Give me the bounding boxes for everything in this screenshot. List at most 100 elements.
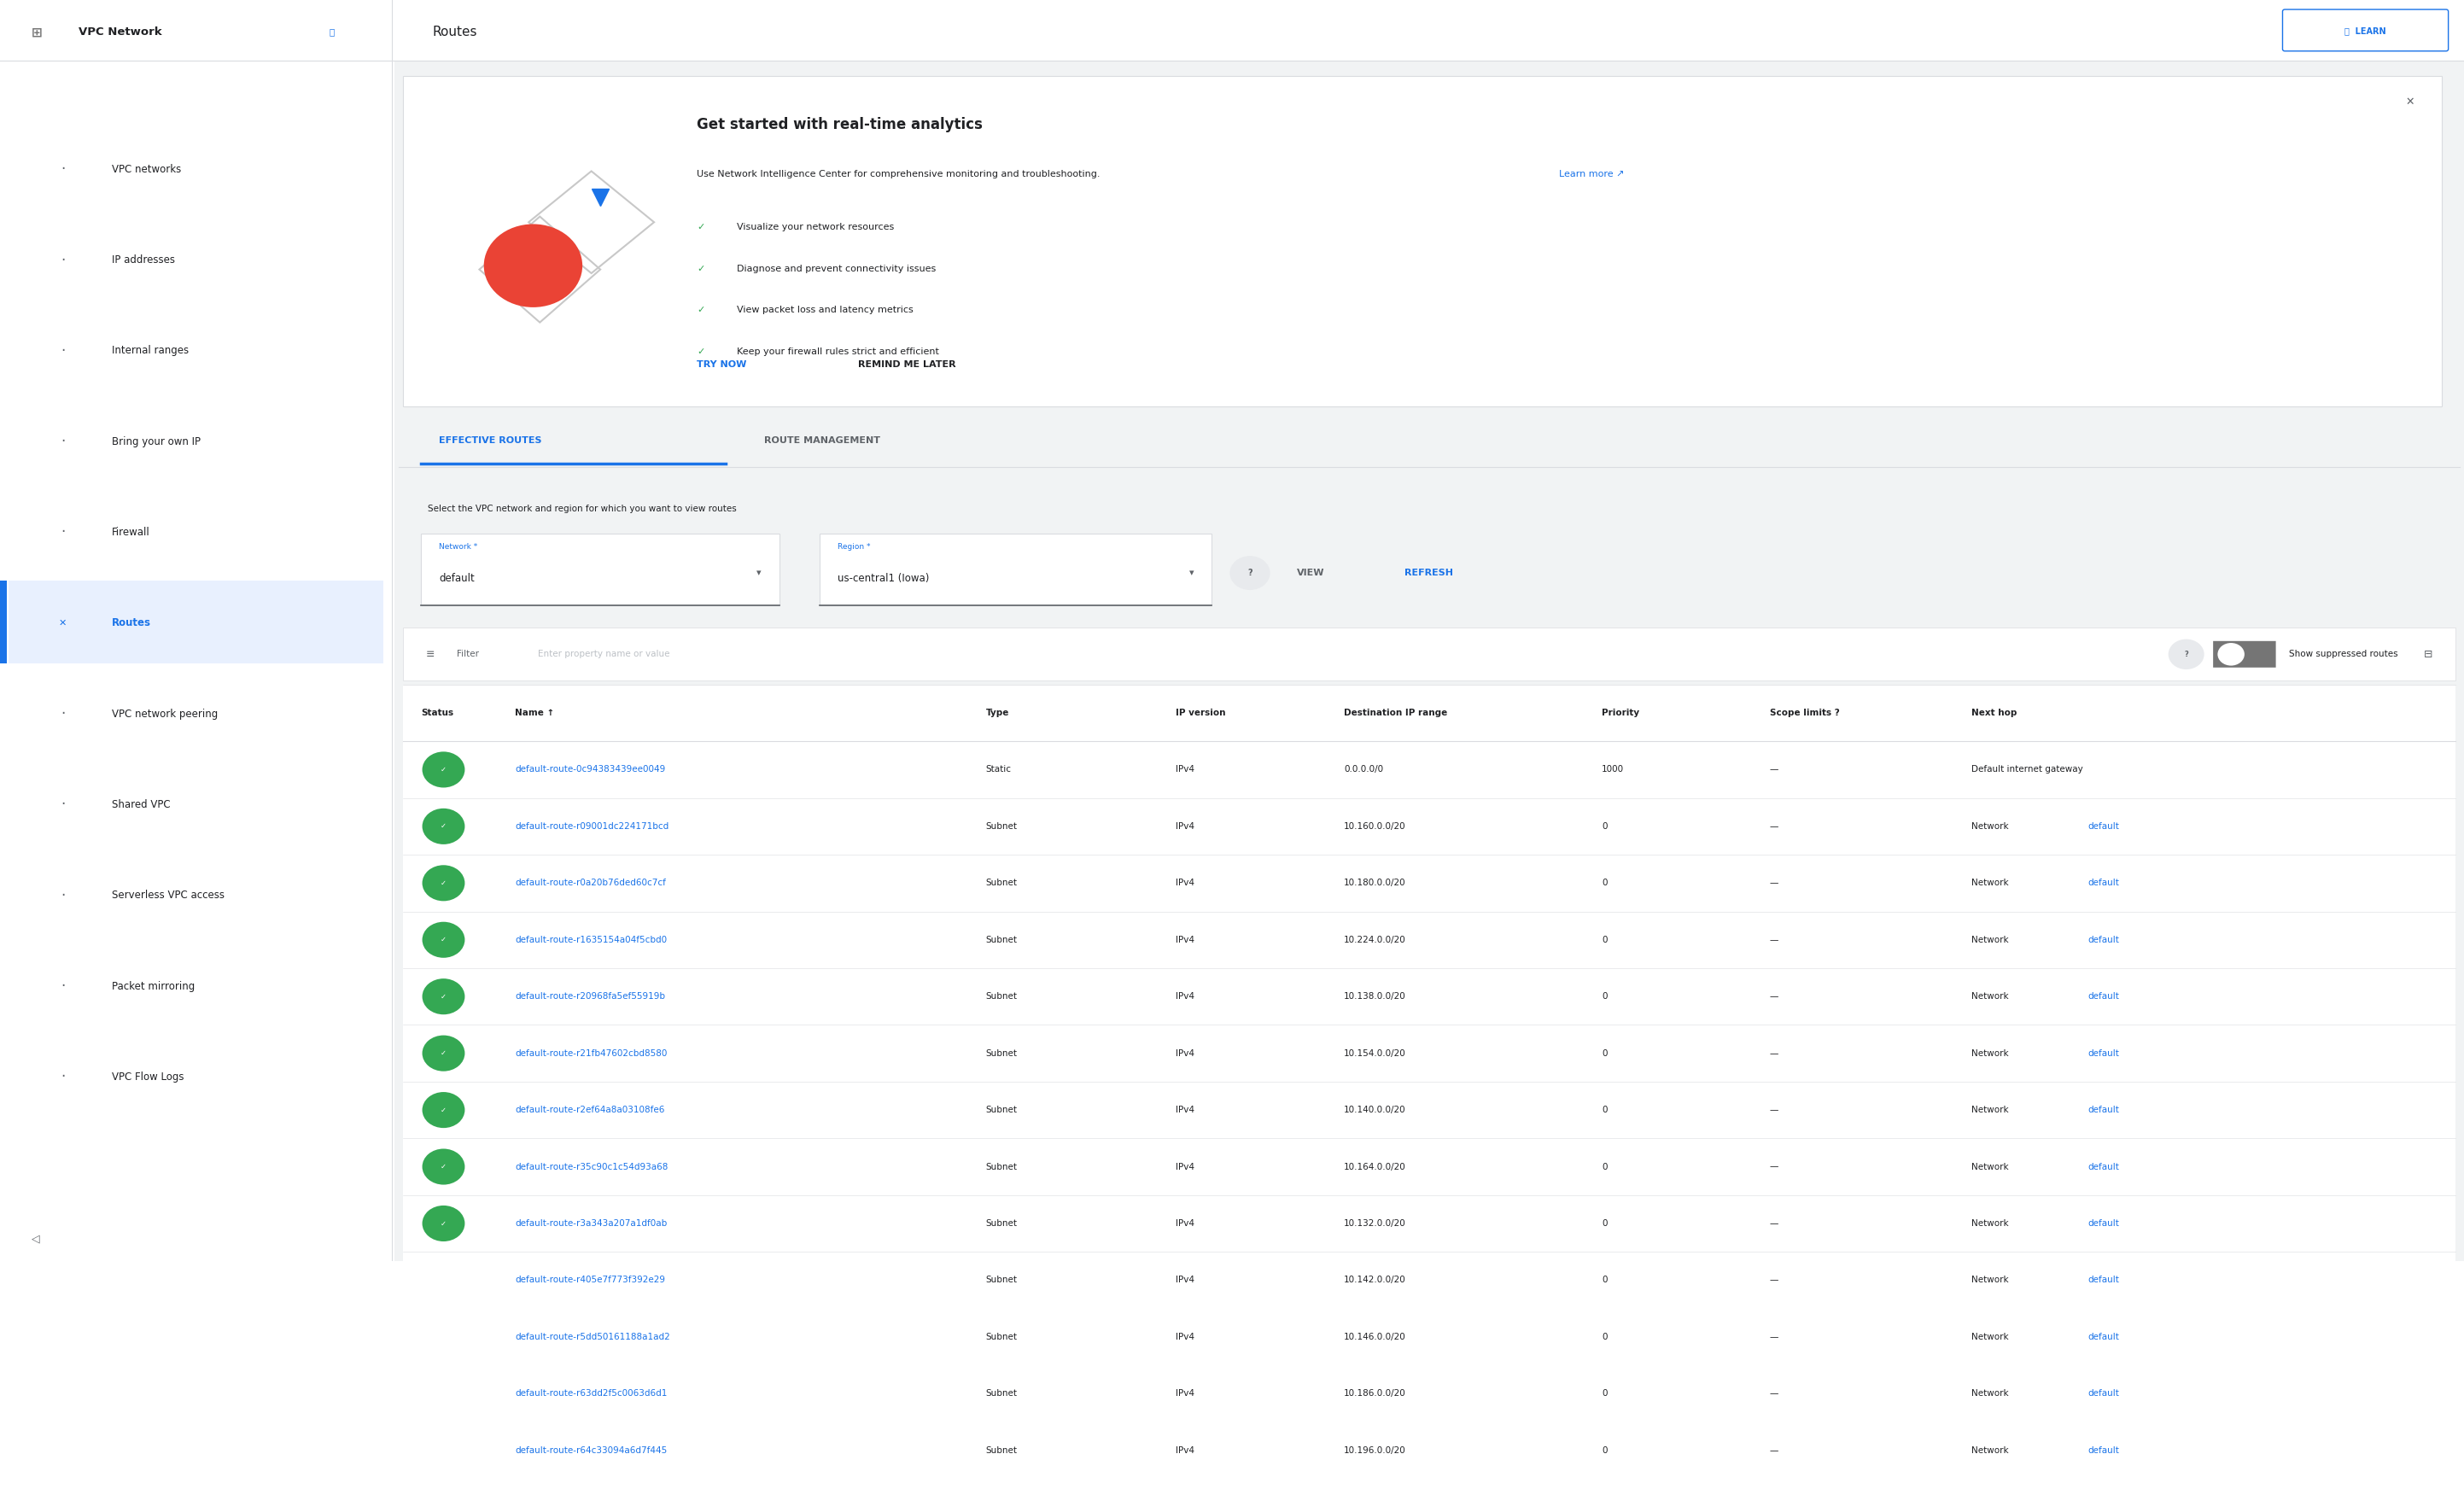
Text: Get started with real-time analytics: Get started with real-time analytics (697, 118, 983, 133)
Circle shape (421, 1263, 466, 1298)
Circle shape (421, 1376, 466, 1412)
Text: 1000: 1000 (1602, 765, 1624, 774)
Text: —: — (1769, 992, 1779, 1001)
Text: Subnet: Subnet (986, 1048, 1018, 1057)
Text: ✓: ✓ (697, 305, 705, 314)
Text: default-route-r20968fa5ef55919b: default-route-r20968fa5ef55919b (515, 992, 665, 1001)
Text: —: — (1769, 1106, 1779, 1114)
Text: ✓: ✓ (441, 1163, 446, 1170)
Text: IPv4: IPv4 (1175, 1276, 1195, 1285)
Text: 0: 0 (1602, 1219, 1607, 1228)
FancyBboxPatch shape (404, 1365, 2454, 1422)
Text: 10.146.0.0/20: 10.146.0.0/20 (1343, 1333, 1407, 1342)
Text: 0: 0 (1602, 1106, 1607, 1114)
Text: default: default (2087, 1276, 2119, 1285)
Text: Routes: Routes (431, 25, 478, 39)
Text: ✓: ✓ (441, 1276, 446, 1284)
Text: Type: Type (986, 709, 1008, 718)
FancyBboxPatch shape (0, 581, 7, 664)
Circle shape (421, 978, 466, 1014)
Text: default: default (2087, 1106, 2119, 1114)
Text: Network: Network (1971, 992, 2011, 1001)
Text: IPv4: IPv4 (1175, 1048, 1195, 1057)
Text: Subnet: Subnet (986, 1446, 1018, 1455)
Text: Packet mirroring: Packet mirroring (111, 981, 195, 992)
Text: View packet loss and latency metrics: View packet loss and latency metrics (737, 305, 914, 314)
Text: IPv4: IPv4 (1175, 1106, 1195, 1114)
Text: VPC network peering: VPC network peering (111, 709, 219, 719)
Text: IP version: IP version (1175, 709, 1227, 718)
FancyBboxPatch shape (404, 685, 2454, 742)
FancyBboxPatch shape (821, 533, 1212, 605)
Text: —: — (1769, 1163, 1779, 1170)
FancyBboxPatch shape (404, 1024, 2454, 1081)
Text: Subnet: Subnet (986, 1333, 1018, 1342)
Text: Enter property name or value: Enter property name or value (537, 651, 670, 658)
Text: Subnet: Subnet (986, 1219, 1018, 1228)
Text: ✓: ✓ (441, 1050, 446, 1057)
Text: 0: 0 (1602, 1446, 1607, 1455)
Text: 0: 0 (1602, 1163, 1607, 1170)
Text: ▾: ▾ (756, 569, 761, 578)
Circle shape (1230, 555, 1269, 590)
Text: —: — (1769, 1333, 1779, 1342)
Text: ✓: ✓ (441, 822, 446, 831)
Text: ·: · (62, 252, 64, 268)
Text: Filter: Filter (456, 651, 478, 658)
Text: ✓: ✓ (441, 1333, 446, 1340)
FancyBboxPatch shape (404, 1081, 2454, 1139)
Text: REMIND ME LATER: REMIND ME LATER (857, 360, 956, 369)
Text: default-route-r21fb47602cbd8580: default-route-r21fb47602cbd8580 (515, 1048, 668, 1057)
Text: default: default (2087, 1389, 2119, 1398)
Text: default-route-r09001dc224171bcd: default-route-r09001dc224171bcd (515, 822, 670, 831)
Text: ⊟: ⊟ (2425, 649, 2432, 660)
Text: 10.160.0.0/20: 10.160.0.0/20 (1343, 822, 1407, 831)
Text: default: default (2087, 879, 2119, 887)
Text: ·: · (62, 978, 64, 993)
Text: Name ↑: Name ↑ (515, 709, 554, 718)
Text: Serverless VPC access: Serverless VPC access (111, 890, 224, 901)
Text: default-route-r3a343a207a1df0ab: default-route-r3a343a207a1df0ab (515, 1219, 668, 1228)
Text: Internal ranges: Internal ranges (111, 345, 190, 356)
Text: Shared VPC: Shared VPC (111, 800, 170, 810)
Text: Subnet: Subnet (986, 992, 1018, 1001)
Text: ✓: ✓ (441, 993, 446, 1001)
Text: Subnet: Subnet (986, 1106, 1018, 1114)
Text: ✓: ✓ (697, 347, 705, 356)
Text: default: default (2087, 822, 2119, 831)
FancyBboxPatch shape (404, 1139, 2454, 1196)
Text: Static: Static (986, 765, 1010, 774)
FancyBboxPatch shape (404, 1422, 2454, 1479)
Text: default-route-r1635154a04f5cbd0: default-route-r1635154a04f5cbd0 (515, 935, 668, 944)
Text: 10.186.0.0/20: 10.186.0.0/20 (1343, 1389, 1407, 1398)
Circle shape (421, 1206, 466, 1242)
Text: ✓: ✓ (697, 223, 705, 231)
Circle shape (421, 1148, 466, 1185)
Text: —: — (1769, 935, 1779, 944)
FancyBboxPatch shape (404, 685, 2454, 1261)
Text: 10.154.0.0/20: 10.154.0.0/20 (1343, 1048, 1407, 1057)
Text: Select the VPC network and region for which you want to view routes: Select the VPC network and region for wh… (429, 505, 737, 512)
Text: —: — (1769, 1446, 1779, 1455)
Text: —: — (1769, 1276, 1779, 1285)
Text: ✓: ✓ (441, 1446, 446, 1455)
Text: Subnet: Subnet (986, 1163, 1018, 1170)
FancyBboxPatch shape (394, 61, 2464, 1261)
Text: Network: Network (1971, 1219, 2011, 1228)
Text: 0: 0 (1602, 992, 1607, 1001)
FancyBboxPatch shape (404, 855, 2454, 911)
Text: ·: · (62, 342, 64, 359)
Text: ·: · (62, 162, 64, 177)
Text: Network: Network (1971, 1446, 2011, 1455)
Text: Subnet: Subnet (986, 935, 1018, 944)
Text: ✓: ✓ (441, 765, 446, 773)
Text: default: default (2087, 1446, 2119, 1455)
Text: Network: Network (1971, 1389, 2011, 1398)
Text: 0: 0 (1602, 1333, 1607, 1342)
FancyBboxPatch shape (0, 0, 392, 1261)
Text: default: default (2087, 1333, 2119, 1342)
Text: Network *: Network * (439, 542, 478, 551)
Circle shape (483, 223, 582, 307)
Circle shape (2168, 639, 2205, 670)
FancyBboxPatch shape (404, 628, 2454, 680)
